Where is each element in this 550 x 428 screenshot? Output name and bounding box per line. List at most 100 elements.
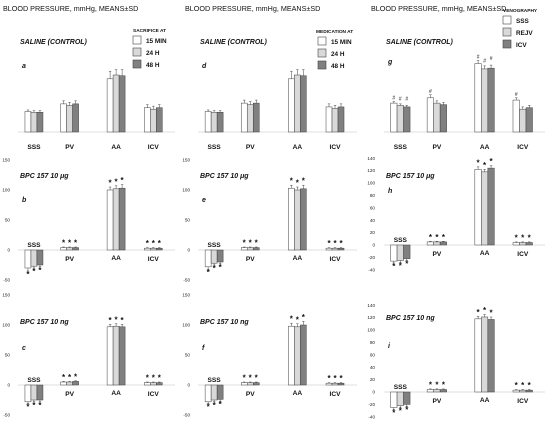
significance-star: * [38, 266, 42, 275]
y-tick-label: 50 [5, 218, 11, 223]
y-tick-label: 40 [370, 218, 376, 223]
bar-aa-1 [288, 78, 295, 133]
panel-g-label: SALINE (CONTROL) [386, 39, 454, 46]
category-label-pv: PV [432, 144, 441, 151]
bar-icv-3 [337, 106, 345, 133]
panel-h-label: BPC 157 10 μg [386, 173, 435, 180]
significance-star: * [146, 374, 150, 383]
panel-e-letter: e [202, 197, 206, 204]
category-label-aa: AA [111, 144, 121, 151]
legend-1-swatch-2 [132, 47, 142, 57]
bar-sss-1 [390, 244, 398, 262]
bar-pv-1 [240, 382, 248, 386]
significance-star: * [429, 380, 433, 389]
significance-star: * [435, 233, 439, 242]
y-tick-label: 150 [182, 158, 190, 163]
significance-star: * [333, 374, 337, 383]
bar-sss-2 [30, 384, 38, 401]
panel-h-letter: h [388, 188, 392, 195]
legend-2-label-2: 24 H [331, 51, 345, 58]
panel-c-letter: c [22, 345, 26, 352]
panel-e-label: BPC 157 10 μg [200, 173, 249, 180]
category-label-sss: SSS [394, 144, 408, 151]
bar-aa-3 [300, 324, 307, 386]
bar-pv-3 [439, 104, 447, 133]
panel-b-label: BPC 157 10 μg [20, 173, 69, 180]
bar-pv-2 [433, 241, 441, 246]
significance-star: * [115, 177, 119, 186]
y-tick-label: -50 [183, 278, 190, 283]
hash-mark: # [483, 58, 486, 64]
bar-pv-1 [60, 247, 67, 251]
bar-icv-1 [512, 99, 520, 133]
significance-star: * [405, 405, 409, 414]
bar-icv-3 [525, 107, 533, 133]
significance-star: * [339, 374, 343, 383]
significance-star: * [115, 315, 119, 324]
y-tick-label: 0 [187, 383, 190, 388]
legend-2-label-3: 48 H [331, 63, 345, 70]
significance-star: * [207, 268, 211, 277]
bar-icv-1 [144, 247, 151, 251]
category-label-sss: SSS [394, 237, 408, 244]
category-label-sss: SSS [27, 144, 41, 151]
hash-mark: # [477, 55, 480, 61]
bar-pv-3 [439, 389, 447, 393]
legend-column-2: MEDICATION AT 15 MIN 24 H 48 H [316, 29, 353, 70]
category-label-pv: PV [65, 256, 74, 263]
bar-aa-1 [474, 169, 482, 246]
bar-icv-3 [156, 247, 163, 251]
significance-star: * [528, 381, 532, 390]
category-label-sss: SSS [208, 377, 222, 384]
bar-aa-2 [112, 325, 120, 386]
legend-2-swatch-2 [317, 48, 327, 58]
bar-aa-2 [294, 189, 301, 251]
significance-star: * [296, 315, 300, 324]
significance-star: * [333, 239, 337, 248]
panel-d-label: SALINE (CONTROL) [200, 39, 268, 46]
bar-pv-1 [240, 247, 248, 251]
significance-star: * [528, 233, 532, 242]
y-tick-label: -50 [183, 413, 190, 418]
bar-sss-3 [36, 111, 44, 133]
bar-aa-1 [106, 78, 114, 133]
category-label-pv: PV [65, 144, 74, 151]
bar-icv-1 [144, 107, 151, 133]
bar-sss-3 [216, 249, 224, 263]
significance-star: * [249, 239, 253, 248]
category-label-icv: ICV [148, 391, 160, 398]
category-label-pv: PV [246, 256, 255, 263]
bar-aa-2 [112, 74, 120, 133]
bar-icv-2 [150, 382, 157, 386]
bar-icv-2 [331, 108, 339, 133]
y-tick-label: 100 [367, 181, 375, 186]
bar-sss-3 [403, 106, 411, 133]
y-tick-label: 140 [367, 303, 375, 308]
column-2-title: BLOOD PRESSURE, mmHg, MEANS±SD [185, 4, 320, 13]
bar-sss-1 [204, 111, 212, 133]
significance-star: * [219, 400, 223, 409]
y-tick-label: -40 [368, 414, 375, 419]
bar-aa-3 [487, 67, 495, 133]
column-1-title: BLOOD PRESSURE, mmHg, MEANS±SD [3, 4, 138, 13]
bar-sss-3 [36, 384, 44, 401]
significance-star: * [515, 233, 519, 242]
bar-pv-3 [439, 241, 447, 246]
bar-pv-2 [66, 247, 73, 251]
y-tick-label: 50 [5, 353, 11, 358]
bar-aa-2 [481, 68, 489, 133]
bar-pv-1 [426, 97, 434, 133]
bar-pv-2 [246, 382, 254, 386]
category-label-pv: PV [65, 391, 74, 398]
panels: SALINE (CONTROL) a SSS PV AA ICV BPC 157 10 μg… [2, 39, 545, 419]
significance-star: * [327, 374, 331, 383]
significance-star: * [207, 403, 211, 412]
bar-pv-1 [60, 381, 67, 386]
bar-pv-1 [240, 102, 248, 133]
legend-column-1: SACRIFICE AT 15 MIN 24 H 48 H [132, 28, 167, 69]
significance-star: * [249, 374, 253, 383]
category-label-icv: ICV [330, 391, 342, 398]
bar-sss-3 [216, 384, 224, 400]
bar-sss-3 [216, 111, 224, 133]
